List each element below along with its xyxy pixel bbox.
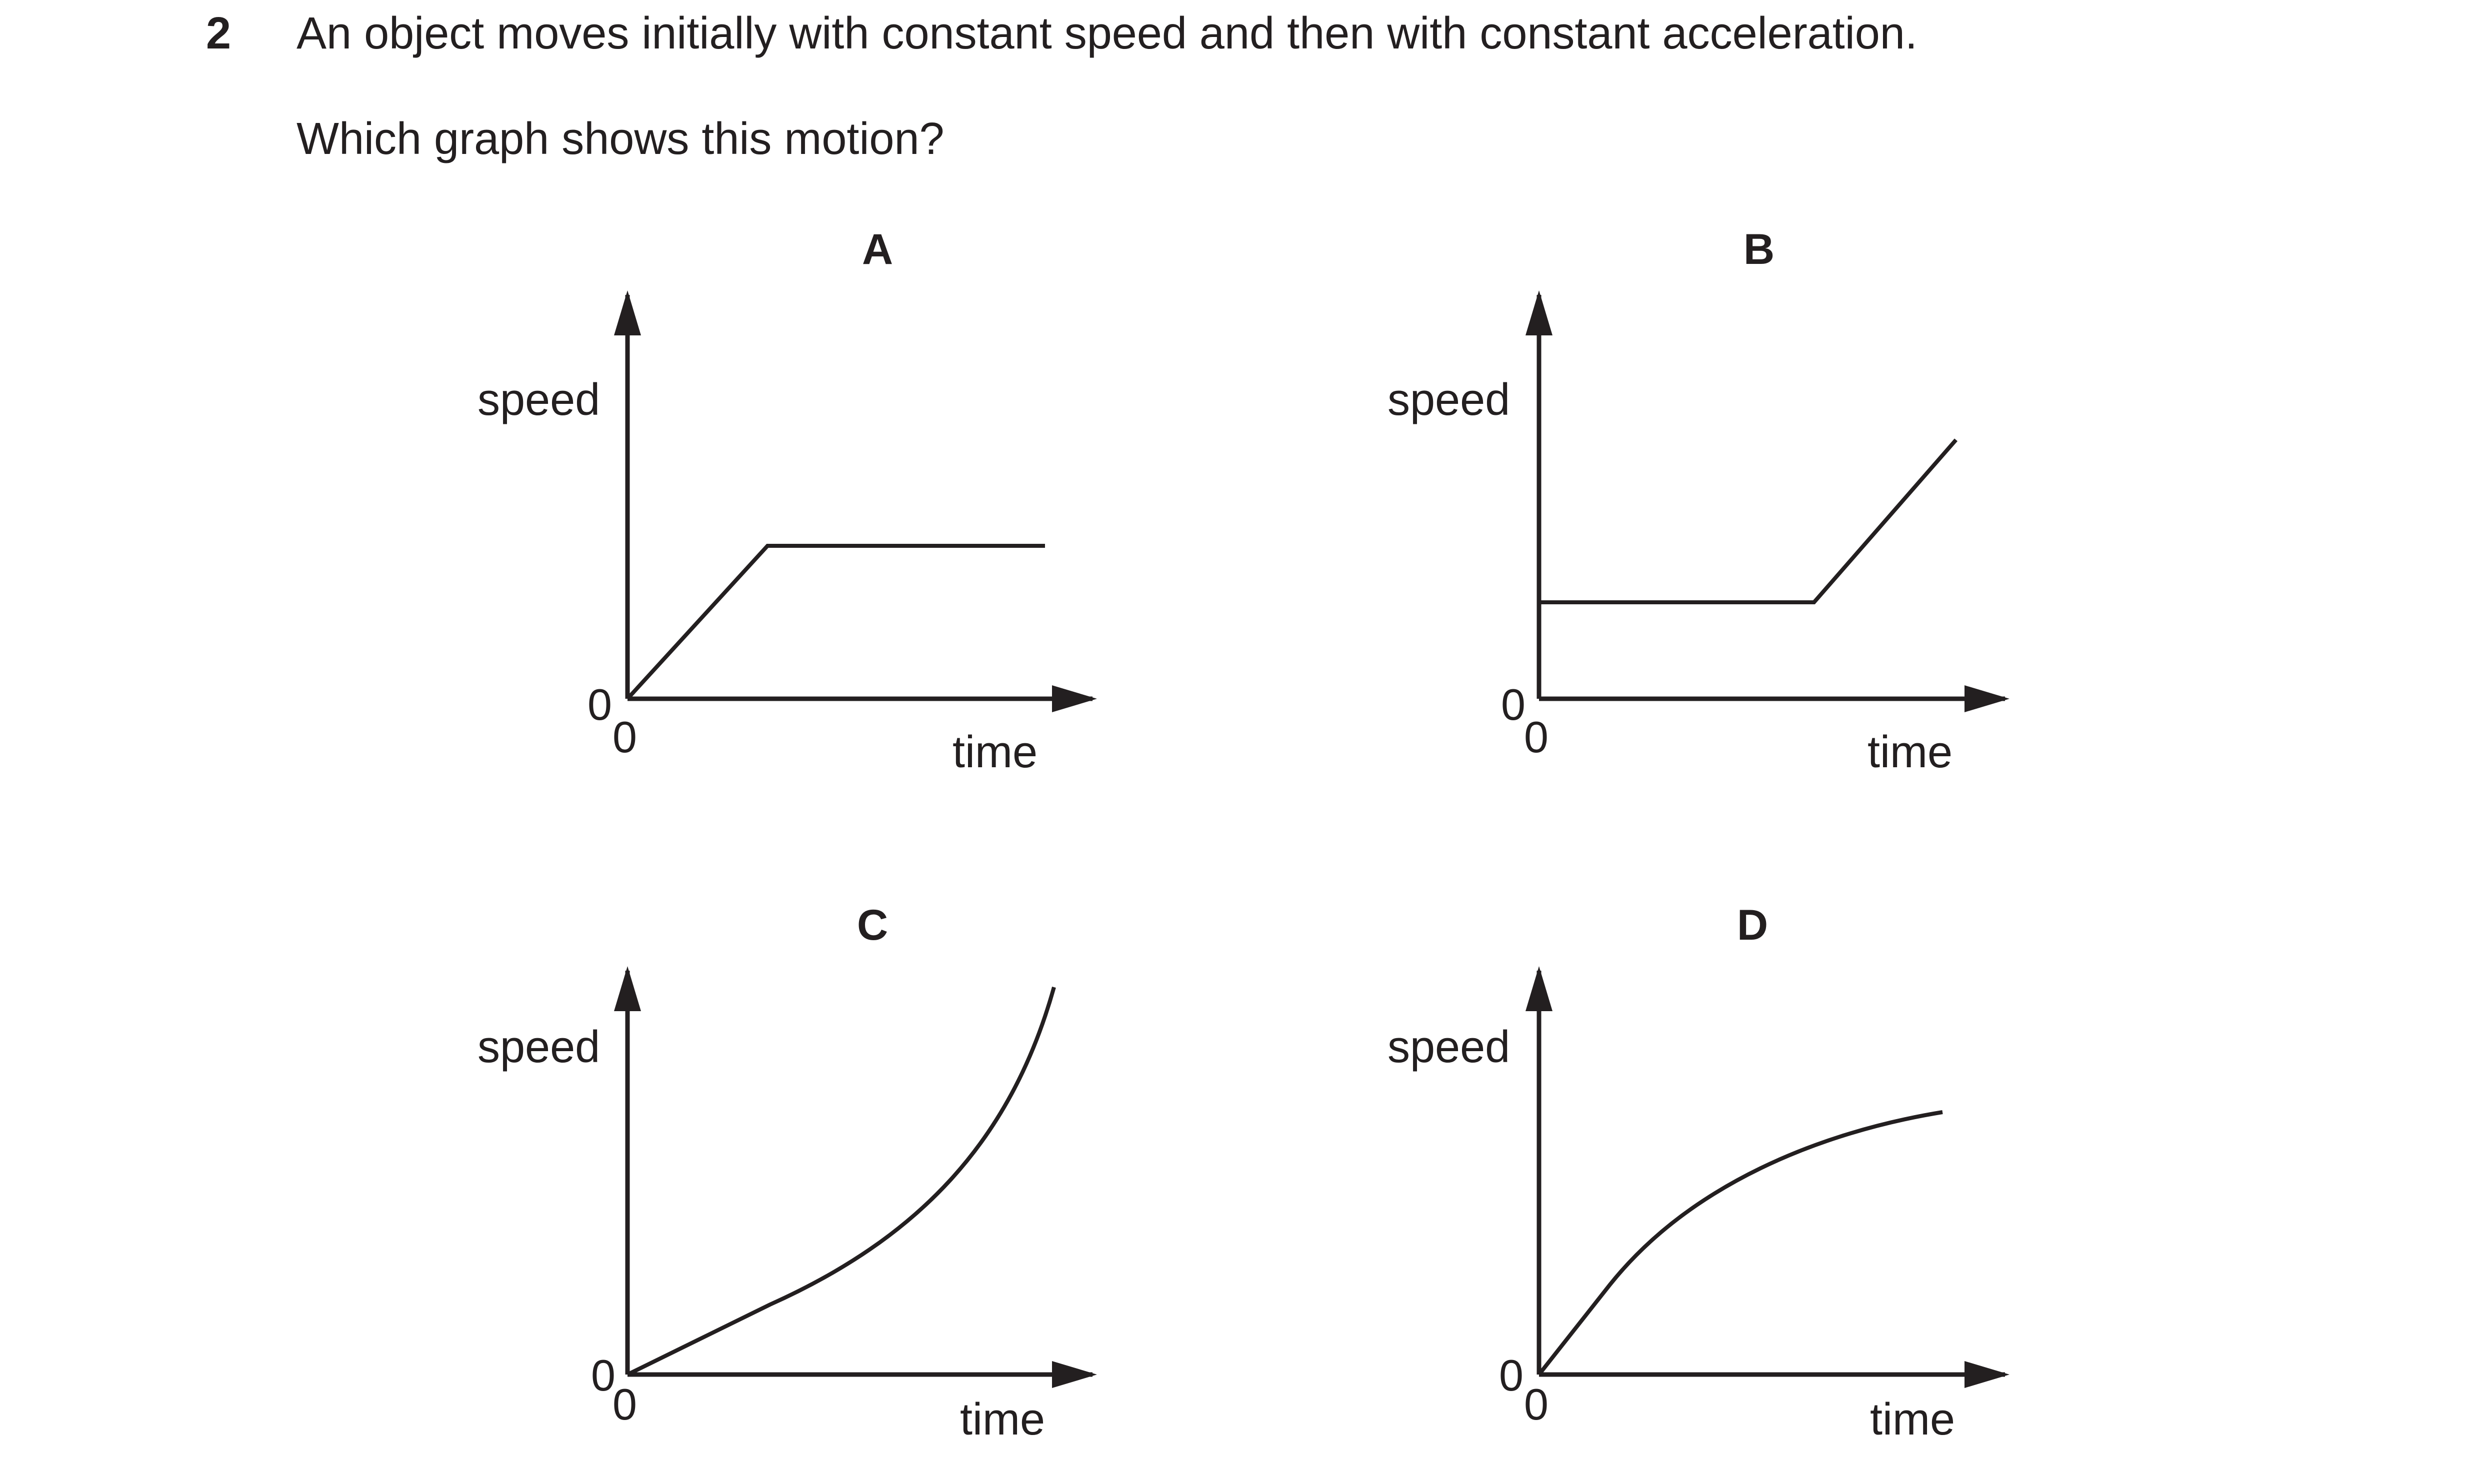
graph-b-origin-y: 0 xyxy=(1501,680,1526,729)
graph-a-y-label: speed xyxy=(478,375,600,425)
graph-b: B speed time 0 0 xyxy=(1388,225,2010,777)
graph-d-y-label: speed xyxy=(1388,1022,1510,1072)
graph-label-c: C xyxy=(857,901,888,949)
graph-d: D speed time 0 0 xyxy=(1388,901,2010,1445)
question-number: 2 xyxy=(206,8,232,58)
graph-a: A speed time 0 0 xyxy=(478,225,1097,777)
graph-label-a: A xyxy=(862,225,893,273)
graph-c-x-label: time xyxy=(960,1395,1045,1445)
question-text: An object moves initially with constant … xyxy=(296,8,1918,58)
graph-b-origin-x: 0 xyxy=(1524,712,1548,762)
graph-a-origin-y: 0 xyxy=(588,680,612,729)
graph-b-y-label: speed xyxy=(1388,375,1510,425)
graph-c-curve xyxy=(626,986,1056,1377)
graph-a-x-label: time xyxy=(952,727,1038,777)
question-prompt: Which graph shows this motion? xyxy=(296,114,944,164)
graph-d-origin-x: 0 xyxy=(1524,1380,1548,1429)
graph-c-y-label: speed xyxy=(478,1022,600,1072)
graph-b-curve xyxy=(1539,438,1958,604)
graph-c-origin-y: 0 xyxy=(591,1351,616,1400)
graph-a-origin-x: 0 xyxy=(612,712,637,762)
graph-b-x-label: time xyxy=(1868,727,1952,777)
graph-d-x-label: time xyxy=(1870,1395,1955,1445)
graph-label-d: D xyxy=(1737,901,1768,949)
graph-c-origin-x: 0 xyxy=(612,1380,637,1429)
graph-d-curve xyxy=(1537,1110,1943,1376)
graph-label-b: B xyxy=(1744,225,1774,273)
graph-d-origin-y: 0 xyxy=(1499,1351,1524,1400)
graph-a-curve xyxy=(626,544,1045,700)
graph-c: C speed time 0 0 xyxy=(478,901,1097,1445)
